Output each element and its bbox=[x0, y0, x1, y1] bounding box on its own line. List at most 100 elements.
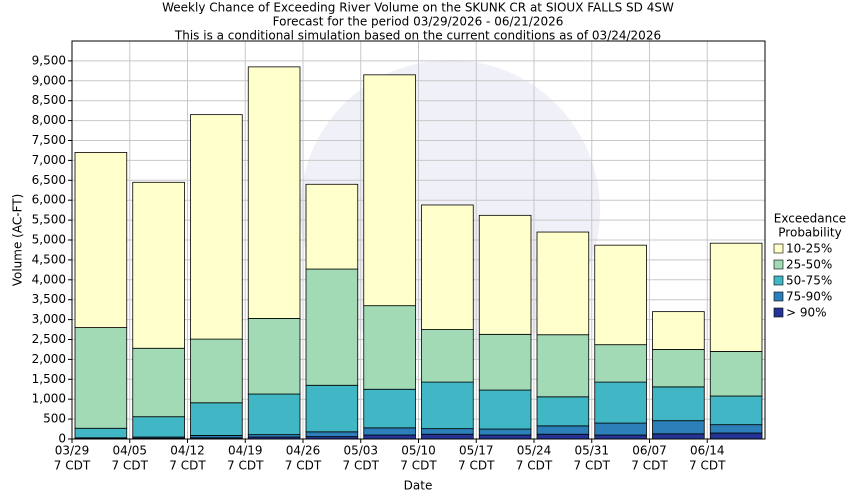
y-tick-label: 1,500 bbox=[32, 372, 66, 386]
bar-segment bbox=[478, 428, 532, 436]
bar-segment bbox=[536, 396, 590, 427]
y-tick-label: 9,000 bbox=[32, 73, 66, 87]
bar-segment bbox=[652, 386, 705, 422]
bar-segment bbox=[305, 268, 359, 386]
bar-segment bbox=[478, 333, 532, 391]
x-tick-sublabel: 7 CDT bbox=[285, 459, 322, 473]
bar-segment bbox=[709, 242, 763, 352]
bar-segment bbox=[536, 425, 590, 435]
x-tick-label: 06/14 bbox=[690, 444, 725, 458]
bar-segment bbox=[132, 181, 185, 349]
bar-segment bbox=[74, 327, 128, 429]
legend-swatch bbox=[773, 243, 784, 254]
x-tick-sublabel: 7 CDT bbox=[689, 459, 726, 473]
legend-label: 10-25% bbox=[786, 242, 832, 256]
x-tick-sublabel: 7 CDT bbox=[169, 459, 206, 473]
bar-segment bbox=[536, 433, 590, 440]
x-tick-label: 06/07 bbox=[632, 444, 667, 458]
bar-segment bbox=[247, 66, 301, 319]
bar-segment bbox=[536, 231, 590, 336]
bar-segment bbox=[421, 329, 474, 383]
x-tick-label: 05/17 bbox=[459, 444, 494, 458]
x-tick-label: 05/10 bbox=[401, 444, 436, 458]
y-tick-label: 0 bbox=[58, 432, 66, 446]
bar-segment bbox=[709, 432, 763, 440]
bar-segment bbox=[74, 427, 128, 439]
y-tick-label: 4,500 bbox=[32, 252, 66, 266]
chart-title: Forecast for the period 03/29/2026 - 06/… bbox=[273, 15, 564, 29]
bar-segment bbox=[363, 74, 416, 307]
y-tick-label: 7,000 bbox=[32, 153, 66, 167]
legend-label: > 90% bbox=[786, 306, 827, 320]
y-tick-label: 5,500 bbox=[32, 213, 66, 227]
bar-segment bbox=[363, 388, 416, 429]
x-tick-label: 05/31 bbox=[574, 444, 609, 458]
y-tick-label: 6,000 bbox=[32, 193, 66, 207]
y-tick-label: 4,000 bbox=[32, 272, 66, 286]
legend-swatch bbox=[773, 307, 784, 318]
x-tick-sublabel: 7 CDT bbox=[343, 459, 380, 473]
legend-swatch bbox=[773, 275, 784, 286]
bar-segment bbox=[363, 434, 416, 440]
chart-title: Weekly Chance of Exceeding River Volume … bbox=[162, 1, 674, 15]
bar-segment bbox=[190, 338, 243, 404]
bar-segment bbox=[190, 114, 243, 340]
y-tick-label: 1,000 bbox=[32, 392, 66, 406]
legend-title: Exceedance bbox=[774, 212, 846, 226]
legend-swatch bbox=[773, 259, 784, 270]
bar-segment bbox=[594, 344, 647, 383]
bar-segment bbox=[594, 434, 647, 440]
y-tick-label: 3,000 bbox=[32, 312, 66, 326]
bar-segment bbox=[709, 395, 763, 426]
x-tick-sublabel: 7 CDT bbox=[516, 459, 553, 473]
bar-segment bbox=[594, 422, 647, 436]
legend-label: 75-90% bbox=[786, 290, 832, 304]
y-tick-label: 9,500 bbox=[32, 53, 66, 67]
legend-swatch bbox=[773, 291, 784, 302]
y-tick-label: 8,000 bbox=[32, 113, 66, 127]
bar-segment bbox=[421, 433, 474, 440]
bar-segment bbox=[421, 428, 474, 435]
bar-segment bbox=[652, 420, 705, 435]
x-tick-label: 04/05 bbox=[112, 444, 147, 458]
bar-segment bbox=[652, 349, 705, 388]
bar-segment bbox=[305, 431, 359, 438]
x-tick-sublabel: 7 CDT bbox=[112, 459, 149, 473]
x-tick-sublabel: 7 CDT bbox=[54, 459, 91, 473]
bar-segment bbox=[132, 416, 185, 438]
y-tick-label: 2,500 bbox=[32, 332, 66, 346]
legend-label: 50-75% bbox=[786, 274, 832, 288]
x-tick-sublabel: 7 CDT bbox=[631, 459, 668, 473]
x-tick-sublabel: 7 CDT bbox=[400, 459, 437, 473]
bars bbox=[74, 66, 763, 440]
y-tick-label: 6,500 bbox=[32, 173, 66, 187]
y-tick-label: 2,000 bbox=[32, 352, 66, 366]
bar-segment bbox=[305, 384, 359, 433]
x-tick-sublabel: 7 CDT bbox=[227, 459, 264, 473]
bar-segment bbox=[594, 381, 647, 424]
bar-segment bbox=[190, 402, 243, 436]
y-tick-label: 8,500 bbox=[32, 93, 66, 107]
legend-title: Probability bbox=[778, 226, 841, 240]
bar-segment bbox=[652, 433, 705, 440]
bar-segment bbox=[478, 389, 532, 430]
bar-segment bbox=[709, 424, 763, 434]
bar-segment bbox=[594, 244, 647, 346]
x-tick-label: 05/03 bbox=[343, 444, 378, 458]
bar-segment bbox=[478, 434, 532, 440]
y-tick-label: 7,500 bbox=[32, 133, 66, 147]
bar-segment bbox=[363, 427, 416, 436]
bar-segment bbox=[363, 305, 416, 390]
bar-segment bbox=[247, 393, 301, 436]
x-tick-label: 03/29 bbox=[55, 444, 90, 458]
bar-segment bbox=[709, 351, 763, 397]
legend-label: 25-50% bbox=[786, 258, 832, 272]
x-tick-label: 04/12 bbox=[170, 444, 205, 458]
x-tick-label: 04/19 bbox=[228, 444, 263, 458]
x-tick-sublabel: 7 CDT bbox=[574, 459, 611, 473]
bar-segment bbox=[247, 318, 301, 395]
y-tick-label: 5,000 bbox=[32, 233, 66, 247]
x-tick-label: 05/24 bbox=[517, 444, 552, 458]
bar-segment bbox=[74, 152, 128, 328]
